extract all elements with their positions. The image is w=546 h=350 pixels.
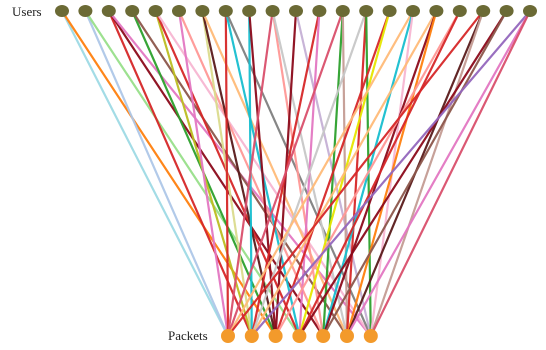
user-node-18 bbox=[452, 5, 467, 17]
user-node-17 bbox=[429, 5, 444, 17]
user-node-19 bbox=[476, 5, 491, 17]
packet-node-4 bbox=[292, 329, 307, 343]
edge-user-3-packet-5 bbox=[107, 9, 325, 338]
edge-user-1-packet-1 bbox=[60, 9, 230, 338]
edge-user-18-packet-3 bbox=[274, 9, 461, 338]
edge-user-16-packet-1 bbox=[226, 9, 415, 338]
edge-user-19-packet-7 bbox=[369, 9, 485, 338]
edge-user-15-packet-3 bbox=[274, 9, 391, 338]
user-node-15 bbox=[382, 5, 397, 17]
edge-user-18-packet-4 bbox=[298, 9, 461, 338]
user-node-7 bbox=[195, 5, 210, 17]
edge-user-20-packet-5 bbox=[322, 9, 508, 338]
user-node-4 bbox=[125, 5, 140, 17]
packet-nodes bbox=[221, 329, 378, 343]
packets-label: Packets bbox=[168, 328, 208, 343]
edge-user-7-packet-3 bbox=[201, 9, 277, 338]
user-node-14 bbox=[359, 5, 374, 17]
user-node-13 bbox=[335, 5, 350, 17]
edge-user-8-packet-1 bbox=[224, 9, 230, 338]
user-node-8 bbox=[218, 5, 233, 17]
user-node-12 bbox=[312, 5, 327, 17]
user-node-3 bbox=[101, 5, 116, 17]
user-node-21 bbox=[523, 5, 537, 17]
user-node-16 bbox=[406, 5, 420, 17]
packet-node-6 bbox=[340, 329, 354, 343]
edge-user-21-packet-2 bbox=[250, 9, 532, 338]
user-nodes bbox=[55, 5, 537, 17]
edge-user-6-packet-1 bbox=[177, 9, 230, 338]
edge-user-19-packet-1 bbox=[226, 9, 485, 338]
packet-node-2 bbox=[244, 329, 259, 343]
edge-user-3-packet-2 bbox=[107, 9, 253, 338]
user-node-2 bbox=[78, 5, 93, 17]
packet-node-3 bbox=[268, 329, 283, 343]
user-node-9 bbox=[242, 5, 257, 17]
user-node-5 bbox=[148, 5, 163, 17]
edge-user-21-packet-6 bbox=[345, 9, 532, 338]
users-label: Users bbox=[12, 4, 42, 19]
user-node-1 bbox=[55, 5, 69, 17]
edge-user-13-packet-1 bbox=[226, 9, 344, 338]
edge-user-17-packet-2 bbox=[250, 9, 438, 338]
packet-node-7 bbox=[363, 329, 378, 343]
packet-node-5 bbox=[316, 329, 331, 343]
user-node-6 bbox=[172, 5, 186, 17]
edges-layer bbox=[60, 9, 532, 338]
edge-user-10-packet-1 bbox=[226, 9, 274, 338]
user-node-11 bbox=[289, 5, 303, 17]
edge-user-20-packet-4 bbox=[298, 9, 508, 338]
user-node-20 bbox=[499, 5, 514, 17]
edge-user-1-packet-3 bbox=[60, 9, 277, 338]
packet-node-1 bbox=[221, 329, 235, 343]
edge-user-2-packet-1 bbox=[84, 9, 230, 338]
edge-user-21-packet-7 bbox=[369, 9, 532, 338]
user-node-10 bbox=[265, 5, 280, 17]
